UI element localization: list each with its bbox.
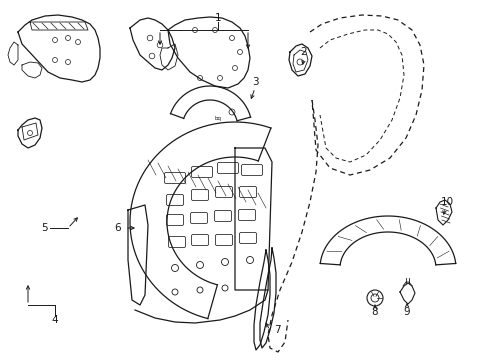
Polygon shape <box>168 17 249 88</box>
Text: 4: 4 <box>52 315 58 325</box>
Polygon shape <box>288 44 311 76</box>
Polygon shape <box>435 200 451 225</box>
Text: 5: 5 <box>41 223 48 233</box>
Polygon shape <box>170 86 250 121</box>
Polygon shape <box>130 122 270 319</box>
Polygon shape <box>130 18 175 70</box>
Text: 7: 7 <box>273 325 280 335</box>
Text: 10: 10 <box>440 197 453 207</box>
Text: 3: 3 <box>251 77 258 87</box>
Text: 2: 2 <box>300 47 306 57</box>
Text: 6: 6 <box>115 223 121 233</box>
Text: bq: bq <box>214 116 221 121</box>
Text: 8: 8 <box>371 307 378 317</box>
Polygon shape <box>18 15 100 82</box>
Polygon shape <box>235 148 271 290</box>
Polygon shape <box>253 250 269 350</box>
Polygon shape <box>160 44 178 70</box>
Polygon shape <box>18 118 42 148</box>
Text: 9: 9 <box>403 307 409 317</box>
Text: 1: 1 <box>214 13 221 23</box>
Polygon shape <box>128 205 148 305</box>
Polygon shape <box>320 216 455 265</box>
Polygon shape <box>399 283 414 304</box>
